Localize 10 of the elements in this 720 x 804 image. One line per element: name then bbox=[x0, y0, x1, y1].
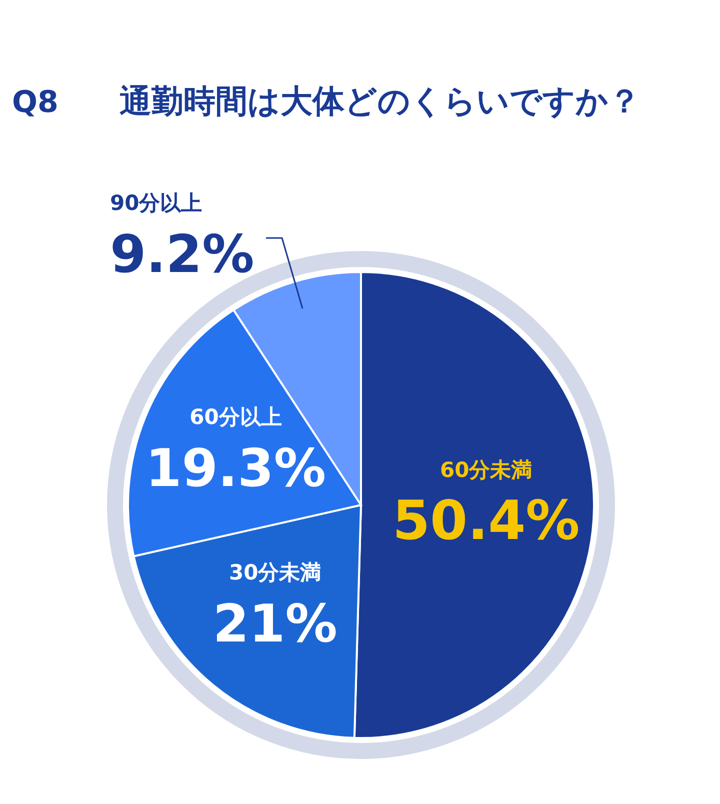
slice-label: 30分未満 bbox=[228, 560, 322, 584]
chart-title: 通勤時間は大体どのくらいですか？ bbox=[120, 82, 640, 120]
text: Q8 bbox=[12, 85, 58, 120]
slice-label: 60分未満 bbox=[440, 458, 532, 482]
data-label: 9.2% bbox=[110, 225, 254, 285]
data-label: 21% bbox=[212, 594, 338, 654]
slice-label: 90分以上 bbox=[110, 191, 202, 215]
data-label: 19.3% bbox=[146, 439, 326, 500]
data-label: 50.4% bbox=[392, 488, 580, 552]
slice-label: 60分以上 bbox=[190, 405, 282, 430]
